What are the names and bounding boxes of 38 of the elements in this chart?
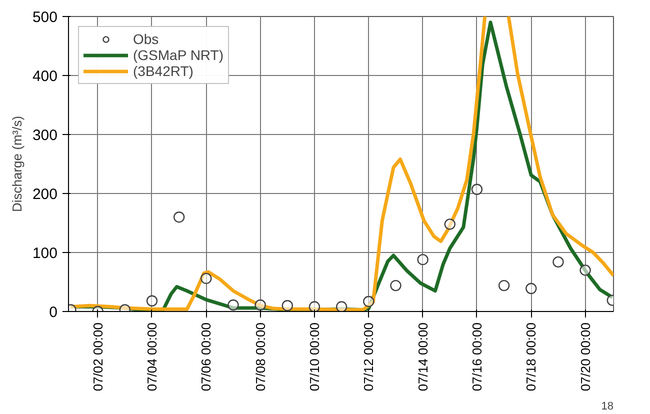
x-tick-label: 07/08 00:00 xyxy=(252,322,268,392)
point xyxy=(526,282,537,294)
x-tick-label: 07/20 00:00 xyxy=(578,322,593,392)
point xyxy=(146,295,158,306)
point xyxy=(552,256,564,268)
point xyxy=(390,280,402,292)
point xyxy=(282,300,294,312)
x-tick-label: 07/14 00:00 xyxy=(415,322,430,392)
x-tick-label: 07/12 00:00 xyxy=(361,322,376,392)
point xyxy=(200,272,212,284)
point xyxy=(417,254,428,266)
point xyxy=(580,264,591,276)
y-tick-label: 400 xyxy=(32,68,58,85)
legend-label: (3B42RT) xyxy=(133,63,194,79)
x-tick-label: 07/04 00:00 xyxy=(144,322,160,392)
x-tick-label: 07/02 00:00 xyxy=(90,322,106,392)
x-tick-label: 07/10 00:00 xyxy=(306,322,322,392)
point xyxy=(254,299,266,311)
point xyxy=(228,299,239,311)
y-axis-title: Discharge (m³/s) xyxy=(9,116,24,212)
legend-label: (GSMaP NRT) xyxy=(133,47,224,63)
point xyxy=(336,301,348,312)
point xyxy=(173,212,185,223)
y-tick-label: 100 xyxy=(32,245,58,262)
x-tick-label: 07/06 00:00 xyxy=(198,322,214,392)
point xyxy=(363,296,374,308)
y-tick-label: 300 xyxy=(32,127,58,144)
point xyxy=(471,184,483,195)
point xyxy=(308,301,320,312)
y-tick-label: 200 xyxy=(32,186,58,203)
x-tick-label: 07/16 00:00 xyxy=(469,322,484,392)
text: 18 xyxy=(601,400,614,412)
point xyxy=(498,280,510,292)
legend-label: Obs xyxy=(133,31,159,47)
y-tick-label: 500 xyxy=(32,9,58,26)
y-tick-label: 0 xyxy=(49,304,58,321)
point xyxy=(444,218,456,230)
x-tick-label: 07/18 00:00 xyxy=(524,322,539,392)
